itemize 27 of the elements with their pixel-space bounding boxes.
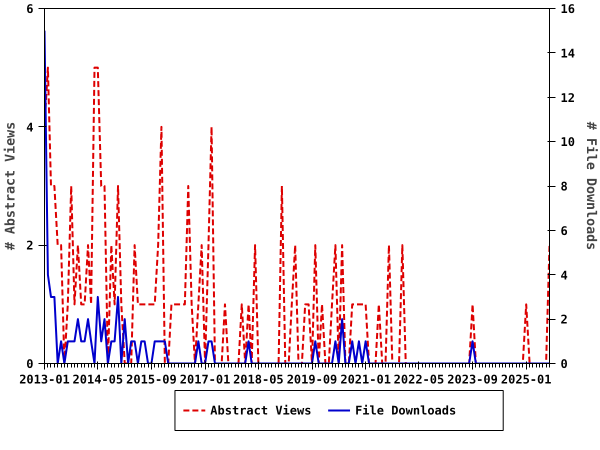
x-tick-label: 2022-05 xyxy=(394,372,444,386)
legend-label: File Downloads xyxy=(355,404,456,418)
x-tick-label: 2015-09 xyxy=(126,372,177,386)
x-tick-label: 2017-01 xyxy=(180,372,230,386)
legend-label: Abstract Views xyxy=(210,404,312,418)
y2-tick-label: 2 xyxy=(560,312,568,327)
x-tick-label: 2019-09 xyxy=(286,372,338,386)
y-tick-label: 0 xyxy=(26,357,34,371)
y2-tick-label: 14 xyxy=(560,46,575,60)
x-tick-label: 2013-01 xyxy=(19,372,70,386)
x-tick-label: 2014-05 xyxy=(72,372,124,386)
y-tick-label: 6 xyxy=(26,2,34,16)
y2-tick-label: 12 xyxy=(560,90,575,105)
x-tick-label: 2025-01 xyxy=(500,372,552,386)
y-axis-title: # Abstract Views xyxy=(3,122,18,250)
y2-tick-label: 16 xyxy=(560,2,575,16)
y2-tick-label: 6 xyxy=(560,224,568,238)
y2-axis-title: # File Downloads xyxy=(582,122,598,250)
y2-tick-label: 10 xyxy=(560,135,575,150)
y-tick-label: 4 xyxy=(26,120,34,134)
y2-tick-label: 0 xyxy=(560,357,568,371)
y2-tick-label: 4 xyxy=(560,268,568,282)
x-tick-label: 2018-05 xyxy=(233,372,284,386)
y-tick-label: 2 xyxy=(26,238,34,253)
x-tick-label: 2023-09 xyxy=(447,372,498,386)
x-tick-label: 2021-01 xyxy=(340,372,391,386)
y2-tick-label: 8 xyxy=(560,180,568,194)
